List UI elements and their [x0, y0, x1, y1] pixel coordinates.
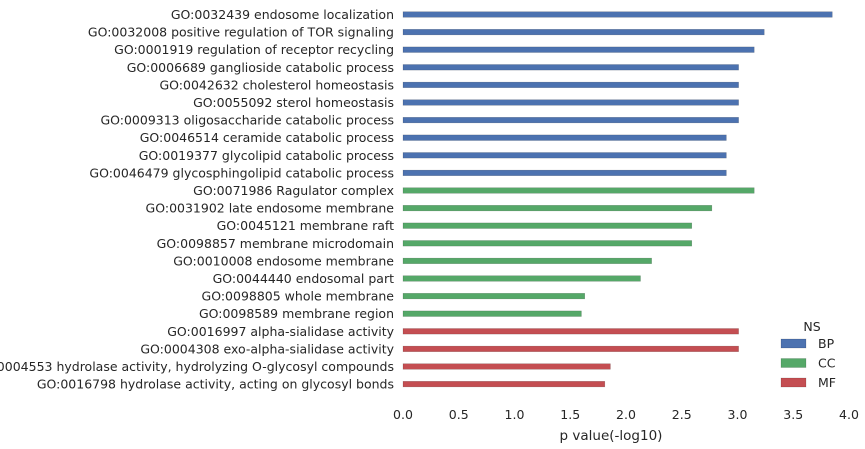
category-label: GO:0046479 glycosphingolipid catabolic p… — [89, 165, 394, 180]
bar-cc — [402, 293, 585, 300]
legend-label-mf: MF — [818, 375, 836, 390]
bar-cc — [402, 222, 693, 229]
legend: NS BP CC MF — [780, 319, 836, 390]
legend-swatch-mf — [780, 377, 807, 388]
bar-mf — [402, 381, 606, 388]
x-axis-title: p value(-log10) — [560, 428, 663, 444]
legend-title: NS — [803, 319, 820, 334]
category-label: GO:0032439 endosome localization — [171, 7, 394, 22]
x-tick-label: 3.5 — [783, 407, 803, 422]
bar-mf — [402, 345, 739, 352]
x-tick-label: 3.0 — [728, 407, 748, 422]
bar-bp — [402, 169, 727, 176]
category-label: GO:0009313 oligosaccharide catabolic pro… — [100, 113, 394, 128]
x-tick-label: 4.0 — [839, 407, 859, 422]
category-label: GO:0098857 membrane microdomain — [157, 236, 394, 251]
bar-cc — [402, 240, 693, 247]
category-label: GO:0042632 cholesterol homeostasis — [160, 77, 395, 92]
category-label: GO:0006689 ganglioside catabolic process — [127, 60, 394, 75]
x-tick-label: 2.0 — [616, 407, 636, 422]
category-labels: GO:0032439 endosome localization GO:00320… — [0, 7, 395, 392]
legend-label-cc: CC — [818, 356, 836, 371]
category-label: GO:0016798 hydrolase activity, acting on… — [37, 377, 394, 392]
category-label: GO:0071986 Ragulator complex — [193, 183, 394, 198]
category-label: GO:0098805 whole membrane — [202, 289, 395, 304]
category-label: GO:0019377 glycolipid catabolic process — [139, 148, 394, 163]
bar-cc — [402, 257, 652, 264]
category-label: GO:0045121 membrane raft — [217, 218, 395, 233]
x-tick-label: 1.5 — [560, 407, 580, 422]
x-tick-label: 0.5 — [449, 407, 469, 422]
legend-swatch-bp — [780, 338, 807, 349]
bar-mf — [402, 328, 739, 335]
x-axis-ticks: 0.0 0.5 1.0 1.5 2.0 2.5 3.0 3.5 4.0 — [393, 407, 859, 422]
category-label: GO:0001919 regulation of receptor recycl… — [114, 42, 394, 57]
category-label: GO:0055092 sterol homeostasis — [193, 95, 394, 110]
category-label: GO:0032008 positive regulation of TOR si… — [88, 25, 394, 40]
category-label: GO:0004308 exo-alpha-sialidase activity — [140, 341, 394, 356]
category-label: GO:0031902 late endosome membrane — [146, 201, 395, 216]
bar-bp — [402, 81, 739, 88]
legend-swatch-cc — [780, 358, 807, 368]
bar-bp — [402, 134, 727, 141]
category-label: GO:0010008 endosome membrane — [173, 253, 394, 268]
x-tick-label: 0.0 — [393, 407, 413, 422]
bar-cc — [402, 310, 582, 317]
bar-cc — [402, 187, 755, 194]
legend-label-bp: BP — [818, 336, 835, 351]
bar-mf — [402, 363, 611, 370]
category-label: GO:0046514 ceramide catabolic process — [140, 130, 394, 145]
bars-group — [402, 11, 833, 388]
x-tick-label: 1.0 — [505, 407, 525, 422]
category-label: GO:0004553 hydrolase activity, hydrolyzi… — [0, 359, 394, 374]
category-label: GO:0044440 endosomal part — [213, 271, 395, 286]
bar-bp — [402, 117, 739, 124]
bar-bp — [402, 46, 755, 53]
category-label: GO:0098589 membrane region — [199, 306, 394, 321]
x-tick-label: 2.5 — [672, 407, 692, 422]
bar-bp — [402, 64, 739, 71]
bar-bp — [402, 29, 765, 36]
bar-cc — [402, 275, 641, 282]
bar-bp — [402, 11, 833, 18]
bar-cc — [402, 205, 713, 212]
bar-bp — [402, 99, 739, 106]
category-label: GO:0016997 alpha-sialidase activity — [167, 324, 394, 339]
bar-bp — [402, 152, 727, 159]
